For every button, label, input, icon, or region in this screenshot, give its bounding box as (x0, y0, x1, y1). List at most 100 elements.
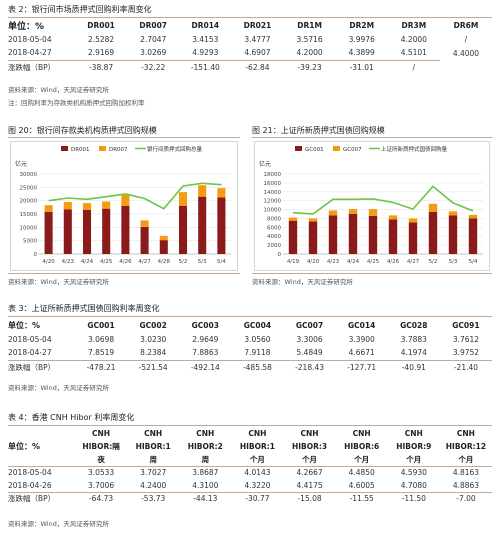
table-cell: 7.8519 (87, 348, 115, 358)
table2-source: 资料来源：Wind，天风证券研究所 (8, 86, 109, 94)
table2-unit-label: 单位：% (8, 21, 45, 32)
bar-gc007-4-23 (328, 210, 338, 216)
table-cell: 2.7047 (140, 34, 167, 44)
bar-gc001-4-25 (368, 215, 378, 254)
y-tick-label: 16000 (264, 181, 282, 187)
chart21-source: 资料来源：Wind，天风证券研究所 (252, 278, 353, 286)
table4-col-header: HIBOR:12 (445, 442, 487, 451)
table-cell: 3.5716 (296, 34, 323, 44)
y-tick-label: 6000 (267, 225, 281, 231)
table-cell: 3.9976 (348, 34, 375, 44)
table-cell: / (387, 59, 440, 74)
table3: 单位：% GC001 GC002 GC003 GC004 GC007 GC014 GC028… (8, 318, 492, 374)
table-row: 2018-05-04 3.0698 3.0230 2.9649 3.0560 3.3006… (8, 332, 492, 346)
table-cell: 4.3220 (244, 480, 271, 490)
table-cell: / (464, 34, 468, 44)
table-cell: 4.4000 (452, 48, 480, 58)
legend-swatch (99, 146, 106, 151)
x-tick-label: 4/20 (42, 259, 55, 265)
table2-col-header-dr001: DR001 (87, 20, 115, 30)
table4-col-header: CNH (300, 429, 319, 438)
table2-col-header-dr2m: DR2M (349, 20, 375, 30)
table-row: 2018-04-27 2.9169 3.0269 4.9293 4.6907 4.2000… (8, 46, 492, 60)
x-tick-label: 5/2 (429, 259, 438, 265)
table-cell: 4.0143 (231, 465, 284, 479)
bar-dr001-4-25 (102, 208, 111, 254)
table3-title: 表 3：上证所新质押式国债回购利率周变化 (8, 304, 160, 313)
table-row: 2018-05-04 3.0533 3.7027 3.8687 4.0143 4.2667… (8, 465, 492, 479)
table4-col-header: CNH (196, 429, 215, 438)
table-cell: -39.23 (283, 59, 336, 74)
table2-note: 注：回购利率为存款类机构质押式回购加权利率 (8, 99, 145, 107)
table4-top-rule (8, 425, 492, 426)
table-cell: 4.2400 (140, 480, 167, 490)
x-tick-label: 4/26 (387, 259, 400, 265)
table-row: 涨跌幅（BP） -64.73 -53.73 -44.13 -30.77 -15.08 -11… (8, 491, 492, 505)
bar-gc007-5-4 (468, 214, 478, 219)
bar-dr001-4-28 (159, 240, 168, 254)
table3-top-rule (8, 316, 492, 317)
chart20-plot: 亿元 0 5000 10000 15000 20000 25000 30000 4/20 4/23… (15, 145, 231, 265)
legend-swatch (295, 146, 302, 151)
header-spacer (8, 427, 75, 440)
bar-gc001-5-4 (468, 218, 478, 254)
table-cell: 4.4175 (296, 480, 323, 490)
table4-unit-label: 单位：% (8, 442, 41, 451)
table3-col-header-gc007: GC007 (295, 320, 324, 330)
table3-col-header-gc091: GC091 (452, 320, 480, 330)
x-tick-label: 4/19 (287, 259, 300, 265)
table-cell: -151.40 (179, 59, 232, 74)
table4-col-header: HIBOR:1 (135, 442, 171, 451)
table4-col-header: HIBOR:1 (239, 442, 276, 451)
table4-col-header: 个月 (354, 454, 370, 464)
line-total (48, 182, 222, 210)
table-cell: 7.8863 (192, 348, 219, 358)
bar-gc007-4-26 (388, 215, 398, 220)
table-cell: -521.54 (127, 359, 180, 374)
table-row: 2018-05-04 2.5282 2.7047 3.4153 3.4777 3.5716… (8, 32, 492, 46)
bar-dr007-4-23 (63, 202, 72, 210)
table4-col-header: 个月 (249, 454, 265, 464)
table4-header-row: CNH CNH CNH CNH CNH CNH CNH CNH (8, 427, 492, 440)
table2-top-rule (8, 17, 492, 18)
y-tick-label: 5000 (23, 239, 37, 245)
table4-col-header: 个月 (302, 454, 318, 464)
table-cell: 4.8863 (452, 480, 480, 490)
table-cell: 4.2000 (400, 34, 427, 44)
table-cell: 3.0230 (140, 334, 167, 344)
y-tick-label: 4000 (267, 234, 281, 240)
table-cell: 3.7027 (127, 465, 180, 479)
table4-col-header: HIBOR:隔 (82, 442, 120, 451)
row-label: 2018-05-04 (8, 34, 52, 44)
table3-col-header-gc002: GC002 (139, 320, 167, 330)
table2-col-header-dr014: DR014 (191, 20, 220, 30)
x-tick-label: 5/3 (198, 259, 207, 265)
legend-label: GC007 (343, 147, 362, 153)
bar-dr007-5-3 (198, 185, 207, 197)
table-cell: -62.84 (231, 59, 284, 74)
row-label: 涨跌幅（BP） (8, 359, 75, 374)
bar-gc007-4-19 (288, 217, 298, 221)
chart20-bottom-rule (8, 273, 240, 274)
table2-col-header-dr007: DR007 (139, 20, 168, 30)
y-tick-label: 15000 (20, 212, 38, 218)
table-cell: 8.2384 (140, 348, 167, 358)
bar-gc001-4-24 (348, 214, 358, 254)
x-tick-label: 4/20 (307, 259, 320, 265)
table-cell: 4.2667 (283, 465, 336, 479)
bar-gc001-4-23 (328, 215, 338, 254)
legend-label: 银行间质押式回购总量 (147, 145, 203, 153)
table-cell: 4.3899 (348, 48, 375, 58)
x-tick-label: 4/23 (62, 259, 75, 265)
bar-gc007-5-2 (428, 203, 438, 212)
bar-dr007-5-4 (217, 188, 226, 198)
table-cell: 3.0533 (75, 465, 128, 479)
x-tick-label: 4/24 (81, 259, 94, 265)
table-cell: -30.77 (231, 491, 284, 505)
table4-col-header: 个月 (458, 454, 474, 464)
x-tick-label: 4/28 (158, 259, 171, 265)
y-tick-label: 0 (278, 252, 282, 258)
table2-header-row: 单位：% DR001 DR007 DR014 DR021 DR1M DR2M DR3M DR6… (8, 18, 492, 32)
table-cell: 4.9293 (192, 48, 219, 58)
bar-gc007-4-20 (308, 218, 318, 222)
